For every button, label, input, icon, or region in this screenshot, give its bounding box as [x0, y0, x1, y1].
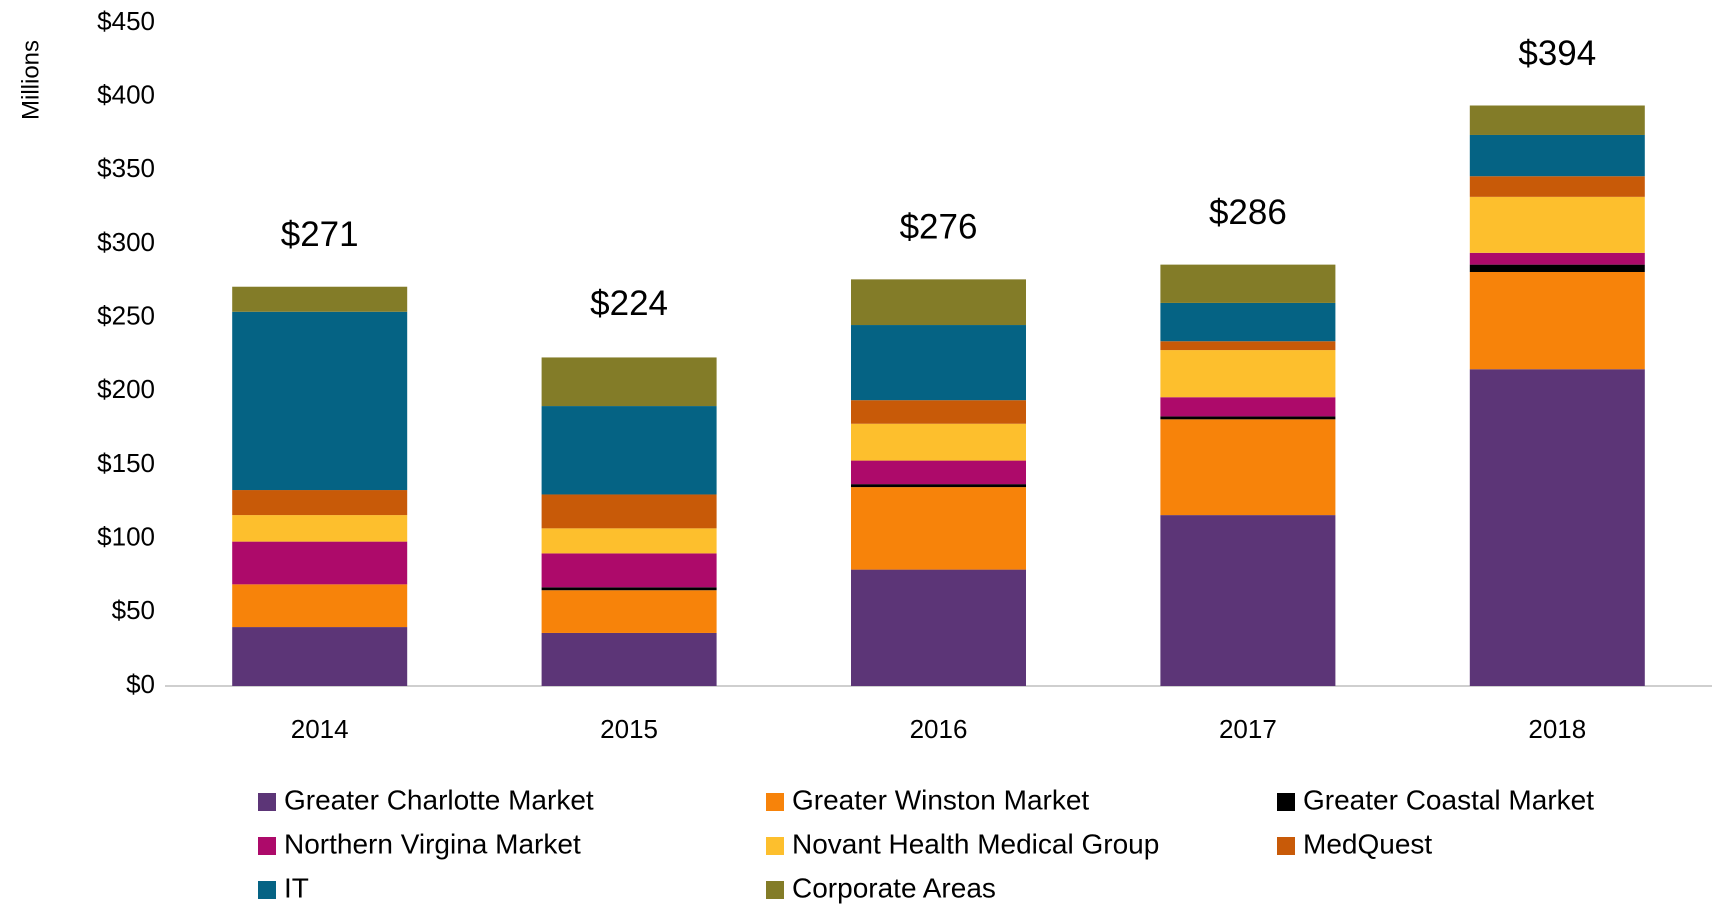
bar-segment	[232, 627, 408, 686]
bar-segment	[851, 325, 1026, 401]
x-tick-label: 2018	[1528, 714, 1586, 744]
legend-label: IT	[284, 872, 309, 903]
y-axis-label: Millions	[17, 40, 44, 120]
bar-segment	[851, 279, 1026, 326]
total-label: $224	[590, 284, 668, 323]
bar-segment	[1469, 105, 1645, 135]
bar-segment	[1160, 515, 1336, 686]
x-tick-label: 2017	[1219, 714, 1277, 744]
x-tick-label: 2016	[910, 714, 968, 744]
y-tick-label: $100	[97, 522, 155, 552]
legend-swatch	[258, 837, 276, 855]
y-tick-label: $0	[126, 669, 155, 699]
bar-segment	[541, 528, 717, 554]
bar-segment	[1160, 302, 1336, 342]
bar-segment	[1160, 397, 1336, 417]
bar-segment	[1160, 264, 1336, 303]
legend-swatch	[766, 837, 784, 855]
legend-label: Greater Coastal Market	[1303, 784, 1594, 815]
y-tick-label: $50	[112, 595, 155, 625]
bar-segment	[851, 487, 1026, 570]
bar-segment	[1469, 134, 1645, 177]
legend-swatch	[258, 793, 276, 811]
y-tick-label: $400	[97, 80, 155, 110]
bar-segment	[232, 311, 408, 491]
bar-segment	[1469, 252, 1645, 265]
bar-segment	[232, 515, 408, 542]
legend-swatch	[766, 881, 784, 899]
y-tick-label: $350	[97, 153, 155, 183]
x-tick-label: 2015	[600, 714, 658, 744]
total-label: $394	[1518, 34, 1596, 73]
bar-segment	[232, 490, 408, 516]
bar-segment	[1160, 416, 1336, 420]
bar-segment	[1469, 264, 1645, 272]
bar-segment	[541, 357, 717, 407]
bar-segment	[541, 632, 717, 686]
y-tick-label: $300	[97, 227, 155, 257]
bar-segment	[541, 406, 717, 495]
y-tick-label: $250	[97, 301, 155, 331]
total-label: $286	[1209, 193, 1287, 232]
legend-label: Corporate Areas	[792, 872, 996, 903]
legend-label: Novant Health Medical Group	[792, 828, 1159, 859]
bar-segment	[1160, 350, 1336, 398]
bar-segment	[1469, 176, 1645, 197]
legend-swatch	[258, 881, 276, 899]
y-tick-label: $450	[97, 6, 155, 36]
bar-segment	[541, 553, 717, 588]
bar-segment	[232, 584, 408, 628]
bar-segment	[232, 286, 408, 312]
bar-segment	[1160, 419, 1336, 516]
bar-segment	[851, 400, 1026, 424]
bar-segment	[541, 587, 717, 591]
legend-label: Greater Winston Market	[792, 784, 1089, 815]
bar-segment	[541, 494, 717, 529]
total-label: $276	[900, 208, 978, 247]
legend-swatch	[1277, 837, 1295, 855]
bar-segment	[1469, 271, 1645, 370]
bar-segment	[1160, 341, 1336, 351]
bar-segment	[851, 569, 1026, 686]
legend-label: MedQuest	[1303, 828, 1432, 859]
legend-label: Northern Virgina Market	[284, 828, 581, 859]
bar-segment	[541, 590, 717, 633]
bar-segment	[851, 460, 1026, 485]
bar-segment	[232, 541, 408, 585]
y-tick-label: $150	[97, 448, 155, 478]
bar-segment	[1469, 369, 1645, 686]
bar-segment	[851, 484, 1026, 488]
x-tick-label: 2014	[291, 714, 349, 744]
legend-swatch	[766, 793, 784, 811]
bar-segment	[851, 423, 1026, 461]
legend-swatch	[1277, 793, 1295, 811]
total-label: $271	[281, 215, 359, 254]
y-tick-label: $200	[97, 374, 155, 404]
bar-segment	[1469, 196, 1645, 253]
legend-label: Greater Charlotte Market	[284, 784, 594, 815]
